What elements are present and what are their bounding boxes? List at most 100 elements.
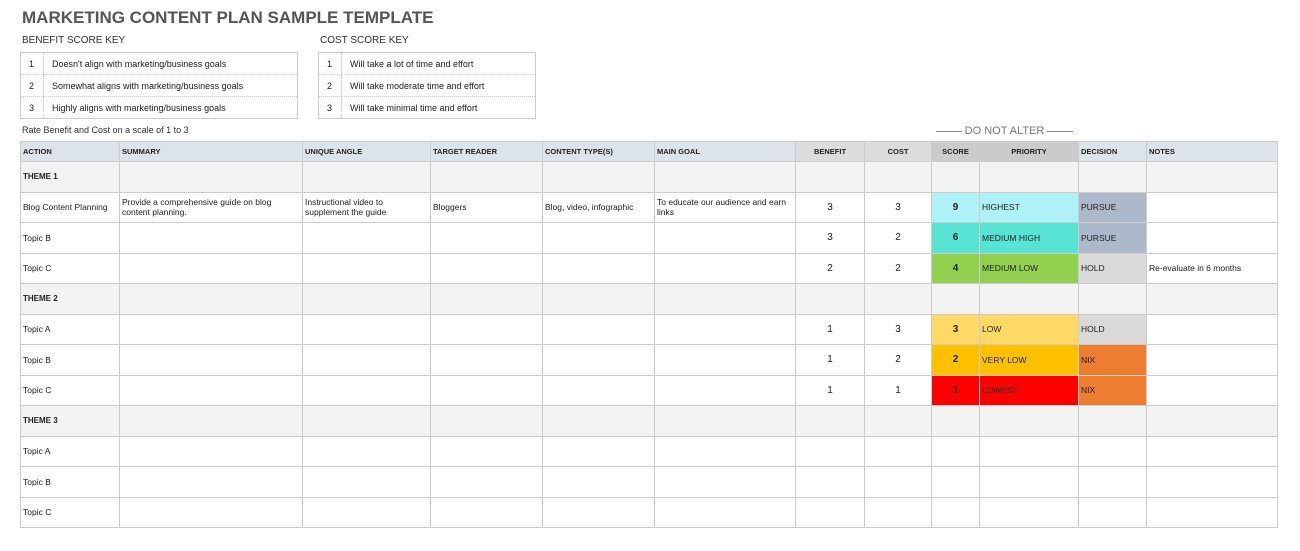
goal-cell[interactable]: [654, 283, 796, 315]
benefit-cell[interactable]: [795, 161, 865, 193]
decision-cell[interactable]: [1078, 496, 1147, 528]
summary-cell[interactable]: [119, 283, 303, 315]
notes-cell[interactable]: [1146, 374, 1278, 406]
angle-cell[interactable]: [302, 161, 431, 193]
cost-cell[interactable]: [864, 283, 932, 315]
action-cell[interactable]: Topic B: [20, 344, 120, 376]
score-cell[interactable]: 3: [931, 313, 980, 345]
action-cell[interactable]: THEME 1: [20, 161, 120, 193]
reader-cell[interactable]: [430, 161, 543, 193]
benefit-cell[interactable]: [795, 435, 865, 467]
priority-cell[interactable]: MEDIUM HIGH: [979, 222, 1079, 254]
summary-cell[interactable]: Provide a comprehensive guide on blog co…: [119, 191, 303, 223]
action-cell[interactable]: Topic C: [20, 374, 120, 406]
priority-cell[interactable]: MEDIUM LOW: [979, 252, 1079, 284]
type-cell[interactable]: [542, 344, 655, 376]
type-cell[interactable]: [542, 405, 655, 437]
priority-cell[interactable]: [979, 283, 1079, 315]
benefit-cell[interactable]: [795, 496, 865, 528]
type-cell[interactable]: [542, 222, 655, 254]
decision-cell[interactable]: [1078, 405, 1147, 437]
angle-cell[interactable]: [302, 222, 431, 254]
goal-cell[interactable]: [654, 374, 796, 406]
benefit-cell[interactable]: [795, 283, 865, 315]
cost-cell[interactable]: 2: [864, 344, 932, 376]
summary-cell[interactable]: [119, 466, 303, 498]
action-cell[interactable]: Blog Content Planning: [20, 191, 120, 223]
action-cell[interactable]: Topic A: [20, 435, 120, 467]
summary-cell[interactable]: [119, 161, 303, 193]
cost-cell[interactable]: [864, 496, 932, 528]
type-cell[interactable]: [542, 466, 655, 498]
summary-cell[interactable]: [119, 374, 303, 406]
type-cell[interactable]: [542, 313, 655, 345]
summary-cell[interactable]: [119, 222, 303, 254]
notes-cell[interactable]: [1146, 496, 1278, 528]
goal-cell[interactable]: [654, 222, 796, 254]
reader-cell[interactable]: [430, 283, 543, 315]
angle-cell[interactable]: [302, 252, 431, 284]
notes-cell[interactable]: [1146, 191, 1278, 223]
reader-cell[interactable]: [430, 252, 543, 284]
priority-cell[interactable]: [979, 466, 1079, 498]
notes-cell[interactable]: [1146, 222, 1278, 254]
priority-cell[interactable]: [979, 405, 1079, 437]
reader-cell[interactable]: [430, 466, 543, 498]
score-cell[interactable]: [931, 435, 980, 467]
decision-cell[interactable]: [1078, 283, 1147, 315]
decision-cell[interactable]: HOLD: [1078, 313, 1147, 345]
action-cell[interactable]: THEME 3: [20, 405, 120, 437]
priority-cell[interactable]: [979, 496, 1079, 528]
reader-cell[interactable]: [430, 344, 543, 376]
priority-cell[interactable]: [979, 161, 1079, 193]
angle-cell[interactable]: [302, 374, 431, 406]
angle-cell[interactable]: [302, 313, 431, 345]
goal-cell[interactable]: [654, 313, 796, 345]
cost-cell[interactable]: 2: [864, 252, 932, 284]
decision-cell[interactable]: [1078, 466, 1147, 498]
score-cell[interactable]: [931, 405, 980, 437]
notes-cell[interactable]: [1146, 283, 1278, 315]
cost-cell[interactable]: 2: [864, 222, 932, 254]
action-cell[interactable]: Topic C: [20, 496, 120, 528]
notes-cell[interactable]: [1146, 161, 1278, 193]
cost-cell[interactable]: 3: [864, 191, 932, 223]
action-cell[interactable]: Topic B: [20, 466, 120, 498]
type-cell[interactable]: [542, 435, 655, 467]
angle-cell[interactable]: [302, 466, 431, 498]
goal-cell[interactable]: [654, 252, 796, 284]
angle-cell[interactable]: [302, 496, 431, 528]
action-cell[interactable]: Topic C: [20, 252, 120, 284]
angle-cell[interactable]: Instructional video to supplement the gu…: [302, 191, 431, 223]
cost-cell[interactable]: [864, 435, 932, 467]
priority-cell[interactable]: VERY LOW: [979, 344, 1079, 376]
action-cell[interactable]: Topic B: [20, 222, 120, 254]
goal-cell[interactable]: [654, 496, 796, 528]
summary-cell[interactable]: [119, 405, 303, 437]
goal-cell[interactable]: [654, 161, 796, 193]
angle-cell[interactable]: [302, 435, 431, 467]
summary-cell[interactable]: [119, 344, 303, 376]
decision-cell[interactable]: [1078, 161, 1147, 193]
score-cell[interactable]: 6: [931, 222, 980, 254]
action-cell[interactable]: Topic A: [20, 313, 120, 345]
reader-cell[interactable]: [430, 435, 543, 467]
notes-cell[interactable]: [1146, 466, 1278, 498]
angle-cell[interactable]: [302, 405, 431, 437]
score-cell[interactable]: [931, 283, 980, 315]
score-cell[interactable]: [931, 496, 980, 528]
score-cell[interactable]: 2: [931, 344, 980, 376]
benefit-cell[interactable]: [795, 466, 865, 498]
priority-cell[interactable]: LOW: [979, 313, 1079, 345]
priority-cell[interactable]: HIGHEST: [979, 191, 1079, 223]
reader-cell[interactable]: [430, 374, 543, 406]
type-cell[interactable]: Blog, video, infographic: [542, 191, 655, 223]
type-cell[interactable]: [542, 161, 655, 193]
benefit-cell[interactable]: 2: [795, 252, 865, 284]
goal-cell[interactable]: To educate our audience and earn links: [654, 191, 796, 223]
summary-cell[interactable]: [119, 252, 303, 284]
notes-cell[interactable]: [1146, 435, 1278, 467]
reader-cell[interactable]: [430, 222, 543, 254]
notes-cell[interactable]: [1146, 313, 1278, 345]
score-cell[interactable]: 9: [931, 191, 980, 223]
